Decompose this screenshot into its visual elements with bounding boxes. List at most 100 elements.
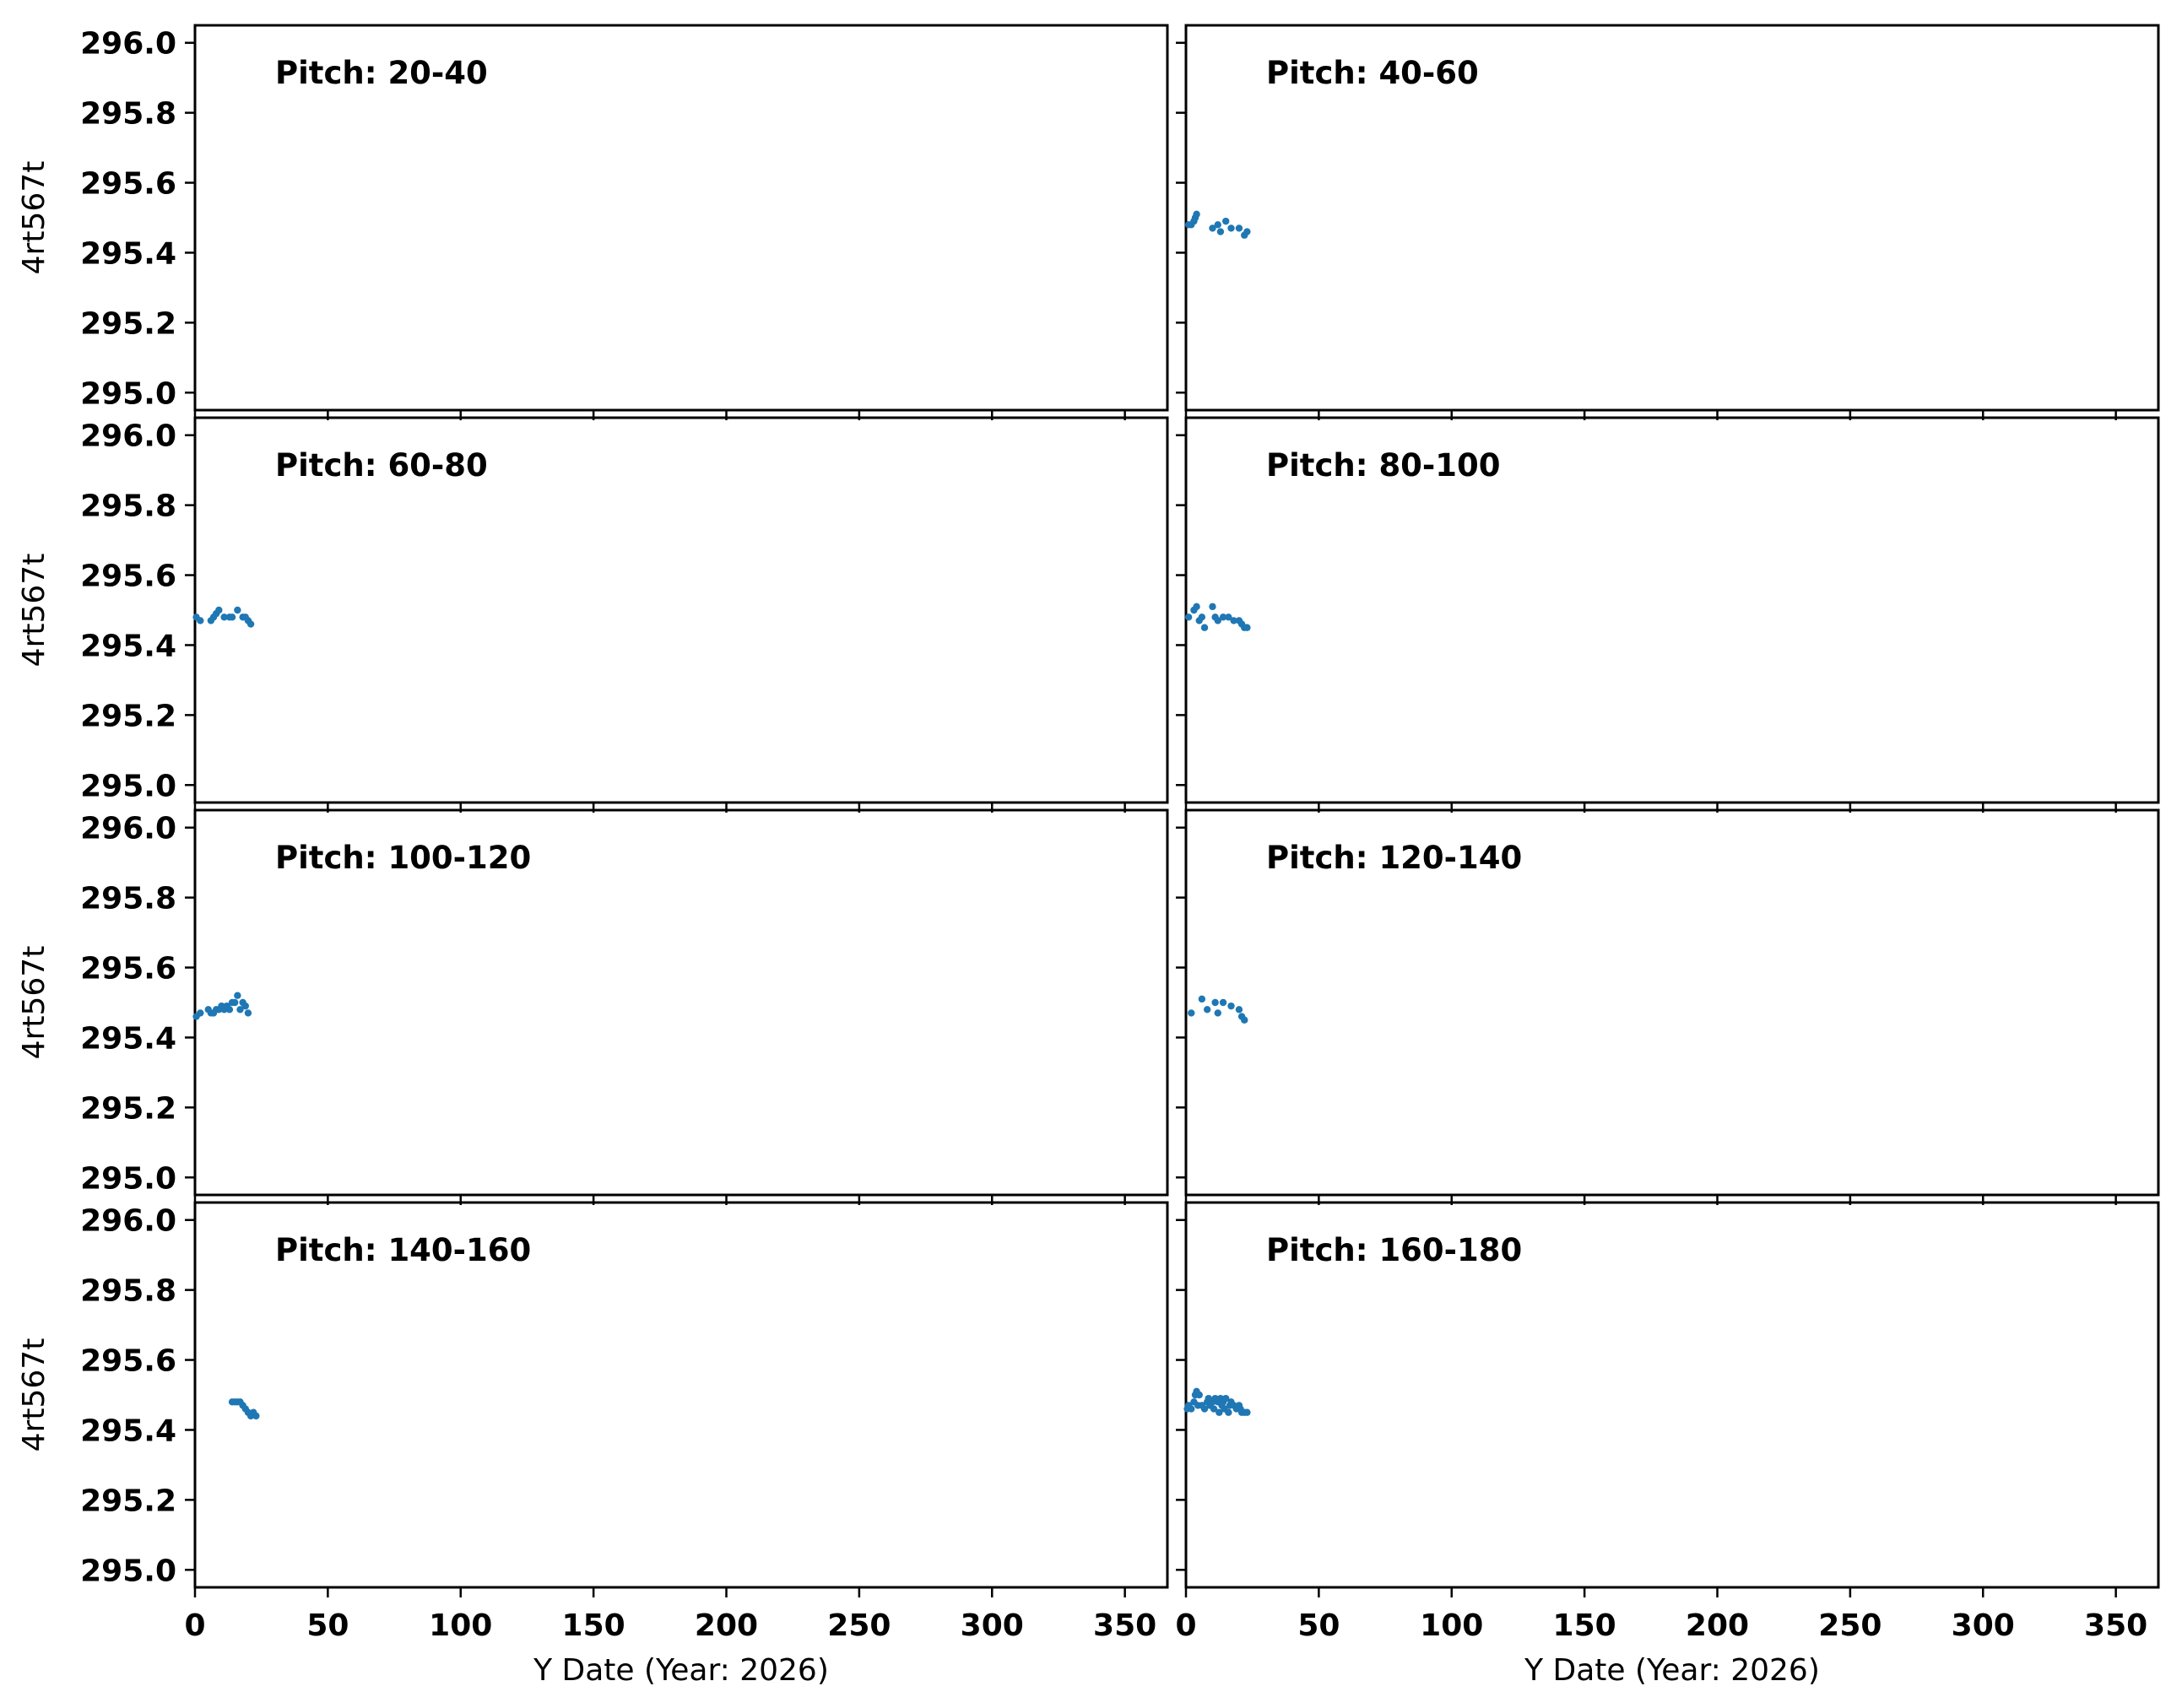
panel-2-data-point bbox=[1193, 210, 1200, 219]
panel-6-data-point bbox=[1241, 1016, 1248, 1024]
panel-5-frame bbox=[193, 808, 1169, 1197]
panel-2-data-point bbox=[1235, 224, 1243, 232]
ytick-label: 295.6 bbox=[80, 952, 176, 986]
panel-1-frame bbox=[193, 24, 1169, 412]
panel-2-title: Pitch: 40-60 bbox=[1266, 55, 1479, 91]
xtick-label: 250 bbox=[827, 1608, 891, 1643]
ytick-label: 295.4 bbox=[80, 1021, 176, 1056]
ytick-label: 296.0 bbox=[80, 419, 176, 454]
panel-4-data-point bbox=[1243, 624, 1251, 631]
panel-8-data-point bbox=[1225, 1408, 1232, 1416]
panel-3-data-point bbox=[197, 617, 204, 624]
panel-6-frame bbox=[1184, 808, 2160, 1197]
ytick-label: 295.8 bbox=[80, 489, 176, 524]
xtick-label: 0 bbox=[184, 1608, 205, 1643]
panel-6-data-point bbox=[1219, 998, 1227, 1007]
ytick-label: 295.0 bbox=[80, 769, 176, 803]
xtick-label: 200 bbox=[1686, 1608, 1749, 1643]
panel-8-frame bbox=[1184, 1201, 2160, 1589]
panel-5-data-point bbox=[225, 1006, 234, 1013]
ytick-label: 295.6 bbox=[80, 559, 176, 594]
panel-2-data-point bbox=[1216, 228, 1225, 235]
panel-4-data-point bbox=[1230, 617, 1237, 624]
y-axis-label: 4rt567t bbox=[17, 946, 51, 1060]
panel-4-data-point bbox=[1209, 603, 1216, 611]
panel-3-data-point bbox=[234, 606, 241, 614]
panel-3-data-point bbox=[228, 613, 236, 621]
panel-2-data-point bbox=[1243, 228, 1251, 235]
panel-6-data-point bbox=[1211, 998, 1219, 1007]
ytick-label: 295.0 bbox=[80, 376, 176, 411]
ytick-label: 295.2 bbox=[80, 1091, 176, 1126]
panel-2-data-point bbox=[1227, 224, 1235, 232]
y-axis-label: 4rt567t bbox=[17, 1338, 51, 1452]
panel-4-data-point bbox=[1198, 613, 1206, 621]
panel-6-data-point bbox=[1235, 1006, 1243, 1013]
panel-8-data-point bbox=[1200, 1405, 1209, 1413]
panel-4-data-point bbox=[1219, 613, 1227, 621]
xtick-label: 200 bbox=[695, 1608, 758, 1643]
panel-4-data-point bbox=[1214, 617, 1221, 624]
panel-6-data-point bbox=[1188, 1009, 1195, 1017]
x-axis-label: Y Date (Year: 2026) bbox=[1524, 1653, 1820, 1688]
panel-5-data-point bbox=[197, 1009, 204, 1017]
ytick-label: 295.2 bbox=[80, 1484, 176, 1518]
xtick-label: 50 bbox=[306, 1608, 349, 1643]
panel-8-data-point bbox=[1188, 1405, 1195, 1413]
panel-2-data-point bbox=[1222, 217, 1230, 225]
panel-6-data-point bbox=[1203, 1006, 1211, 1013]
panel-6-data-point bbox=[1227, 1002, 1235, 1010]
panel-6-data-point bbox=[1214, 1009, 1221, 1017]
ytick-label: 295.8 bbox=[80, 882, 176, 916]
panel-4-data-point bbox=[1184, 613, 1193, 621]
panel-8-data-point bbox=[1210, 1405, 1218, 1413]
ytick-label: 295.0 bbox=[80, 1554, 176, 1588]
panel-5-data-point bbox=[234, 992, 241, 999]
panel-8-data-point bbox=[1222, 1394, 1230, 1403]
panel-3-title: Pitch: 60-80 bbox=[275, 447, 488, 484]
panel-2-frame bbox=[1184, 24, 2160, 412]
panel-8-data-point bbox=[1216, 1408, 1223, 1416]
ytick-label: 295.8 bbox=[80, 97, 176, 132]
panel-3-frame bbox=[193, 416, 1169, 804]
ytick-label: 295.4 bbox=[80, 1413, 176, 1448]
xtick-label: 300 bbox=[1952, 1608, 2015, 1643]
panel-6-title: Pitch: 120-140 bbox=[1266, 840, 1522, 876]
panel-4-data-point bbox=[1200, 624, 1209, 631]
xtick-label: 300 bbox=[961, 1608, 1024, 1643]
panel-3-data-point bbox=[220, 613, 228, 621]
ytick-label: 295.0 bbox=[80, 1161, 176, 1196]
panel-1-title: Pitch: 20-40 bbox=[275, 55, 488, 91]
xtick-label: 100 bbox=[1420, 1608, 1483, 1643]
panel-4-frame bbox=[1184, 416, 2160, 804]
ytick-label: 295.4 bbox=[80, 629, 176, 663]
panel-3-data-point bbox=[246, 620, 255, 628]
xtick-label: 150 bbox=[562, 1608, 625, 1643]
ytick-label: 296.0 bbox=[80, 1204, 176, 1239]
xtick-label: 250 bbox=[1818, 1608, 1882, 1643]
ytick-label: 295.4 bbox=[80, 236, 176, 271]
panel-4-data-point bbox=[1193, 603, 1200, 611]
xtick-label: 150 bbox=[1553, 1608, 1616, 1643]
panel-8-title: Pitch: 160-180 bbox=[1266, 1232, 1522, 1268]
ytick-label: 295.8 bbox=[80, 1274, 176, 1309]
xtick-label: 350 bbox=[2084, 1608, 2147, 1643]
panel-5-data-point bbox=[244, 1009, 252, 1017]
ytick-label: 295.2 bbox=[80, 306, 176, 341]
xtick-label: 0 bbox=[1175, 1608, 1196, 1643]
panel-7-data-point bbox=[252, 1412, 260, 1420]
x-axis-label: Y Date (Year: 2026) bbox=[533, 1653, 829, 1688]
panel-8-data-point bbox=[1195, 1391, 1203, 1399]
panel-2-data-point bbox=[1214, 221, 1221, 229]
ytick-label: 295.6 bbox=[80, 1344, 176, 1379]
panel-4-title: Pitch: 80-100 bbox=[1266, 447, 1501, 484]
panel-5-data-point bbox=[231, 998, 239, 1007]
ytick-label: 296.0 bbox=[80, 812, 176, 846]
panel-5-data-point bbox=[241, 1002, 250, 1010]
panel-2-data-point bbox=[1209, 224, 1216, 232]
panel-5-data-point bbox=[236, 1006, 244, 1013]
panel-8-data-point bbox=[1243, 1408, 1251, 1416]
panel-7-frame bbox=[193, 1201, 1169, 1589]
panel-6-data-point bbox=[1198, 995, 1206, 1003]
